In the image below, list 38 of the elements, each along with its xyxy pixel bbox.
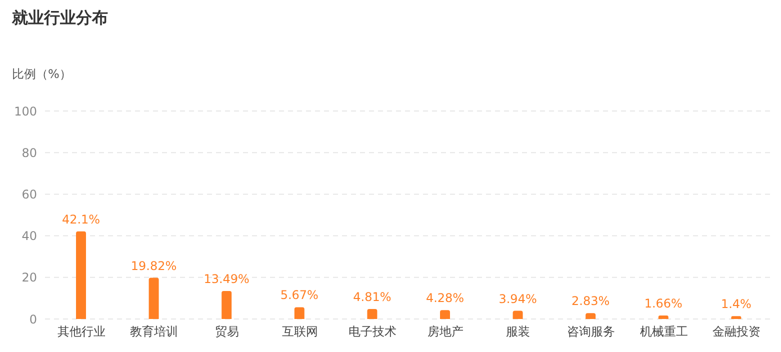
bar bbox=[294, 307, 304, 319]
bar bbox=[731, 316, 742, 319]
x-tick-label: 其他行业 bbox=[57, 324, 106, 339]
data-label: 19.82% bbox=[130, 258, 177, 273]
x-tick-label: 服装 bbox=[506, 324, 530, 339]
y-tick-label: 0 bbox=[29, 312, 37, 326]
bar bbox=[76, 231, 86, 319]
y-tick-label: 80 bbox=[22, 146, 37, 160]
data-label: 13.49% bbox=[204, 272, 250, 286]
x-tick-label: 教育培训 bbox=[130, 324, 178, 339]
x-tick-label: 机械重工 bbox=[640, 324, 688, 339]
x-tick-label: 电子技术 bbox=[348, 324, 397, 339]
bar bbox=[512, 310, 523, 319]
chart-title: 就业行业分布 bbox=[12, 8, 108, 29]
bar bbox=[586, 313, 596, 319]
data-label: 1.66% bbox=[644, 296, 682, 311]
x-tick-label: 贸易 bbox=[215, 324, 239, 339]
bar bbox=[148, 278, 159, 319]
x-tick-label: 金融投资 bbox=[712, 324, 761, 339]
y-tick-label: 40 bbox=[22, 229, 37, 244]
y-axis-title: 比例（%） bbox=[12, 66, 72, 83]
x-tick-label: 房地产 bbox=[427, 324, 464, 339]
bar bbox=[222, 290, 232, 319]
data-label: 2.83% bbox=[572, 294, 610, 308]
data-label: 4.81% bbox=[353, 290, 392, 304]
y-tick-label: 60 bbox=[22, 187, 37, 202]
bar bbox=[367, 308, 378, 319]
x-tick-label: 咨询服务 bbox=[567, 324, 615, 339]
x-tick-label: 互联网 bbox=[282, 324, 318, 339]
data-label: 4.28% bbox=[426, 291, 464, 306]
y-tick-label: 100 bbox=[14, 104, 37, 118]
bar bbox=[440, 310, 450, 319]
data-label: 5.67% bbox=[280, 288, 318, 302]
data-label: 1.4% bbox=[720, 297, 752, 312]
y-tick-label: 20 bbox=[22, 270, 37, 285]
data-label: 42.1% bbox=[62, 212, 100, 226]
data-label: 3.94% bbox=[498, 292, 537, 306]
bar bbox=[658, 316, 668, 319]
